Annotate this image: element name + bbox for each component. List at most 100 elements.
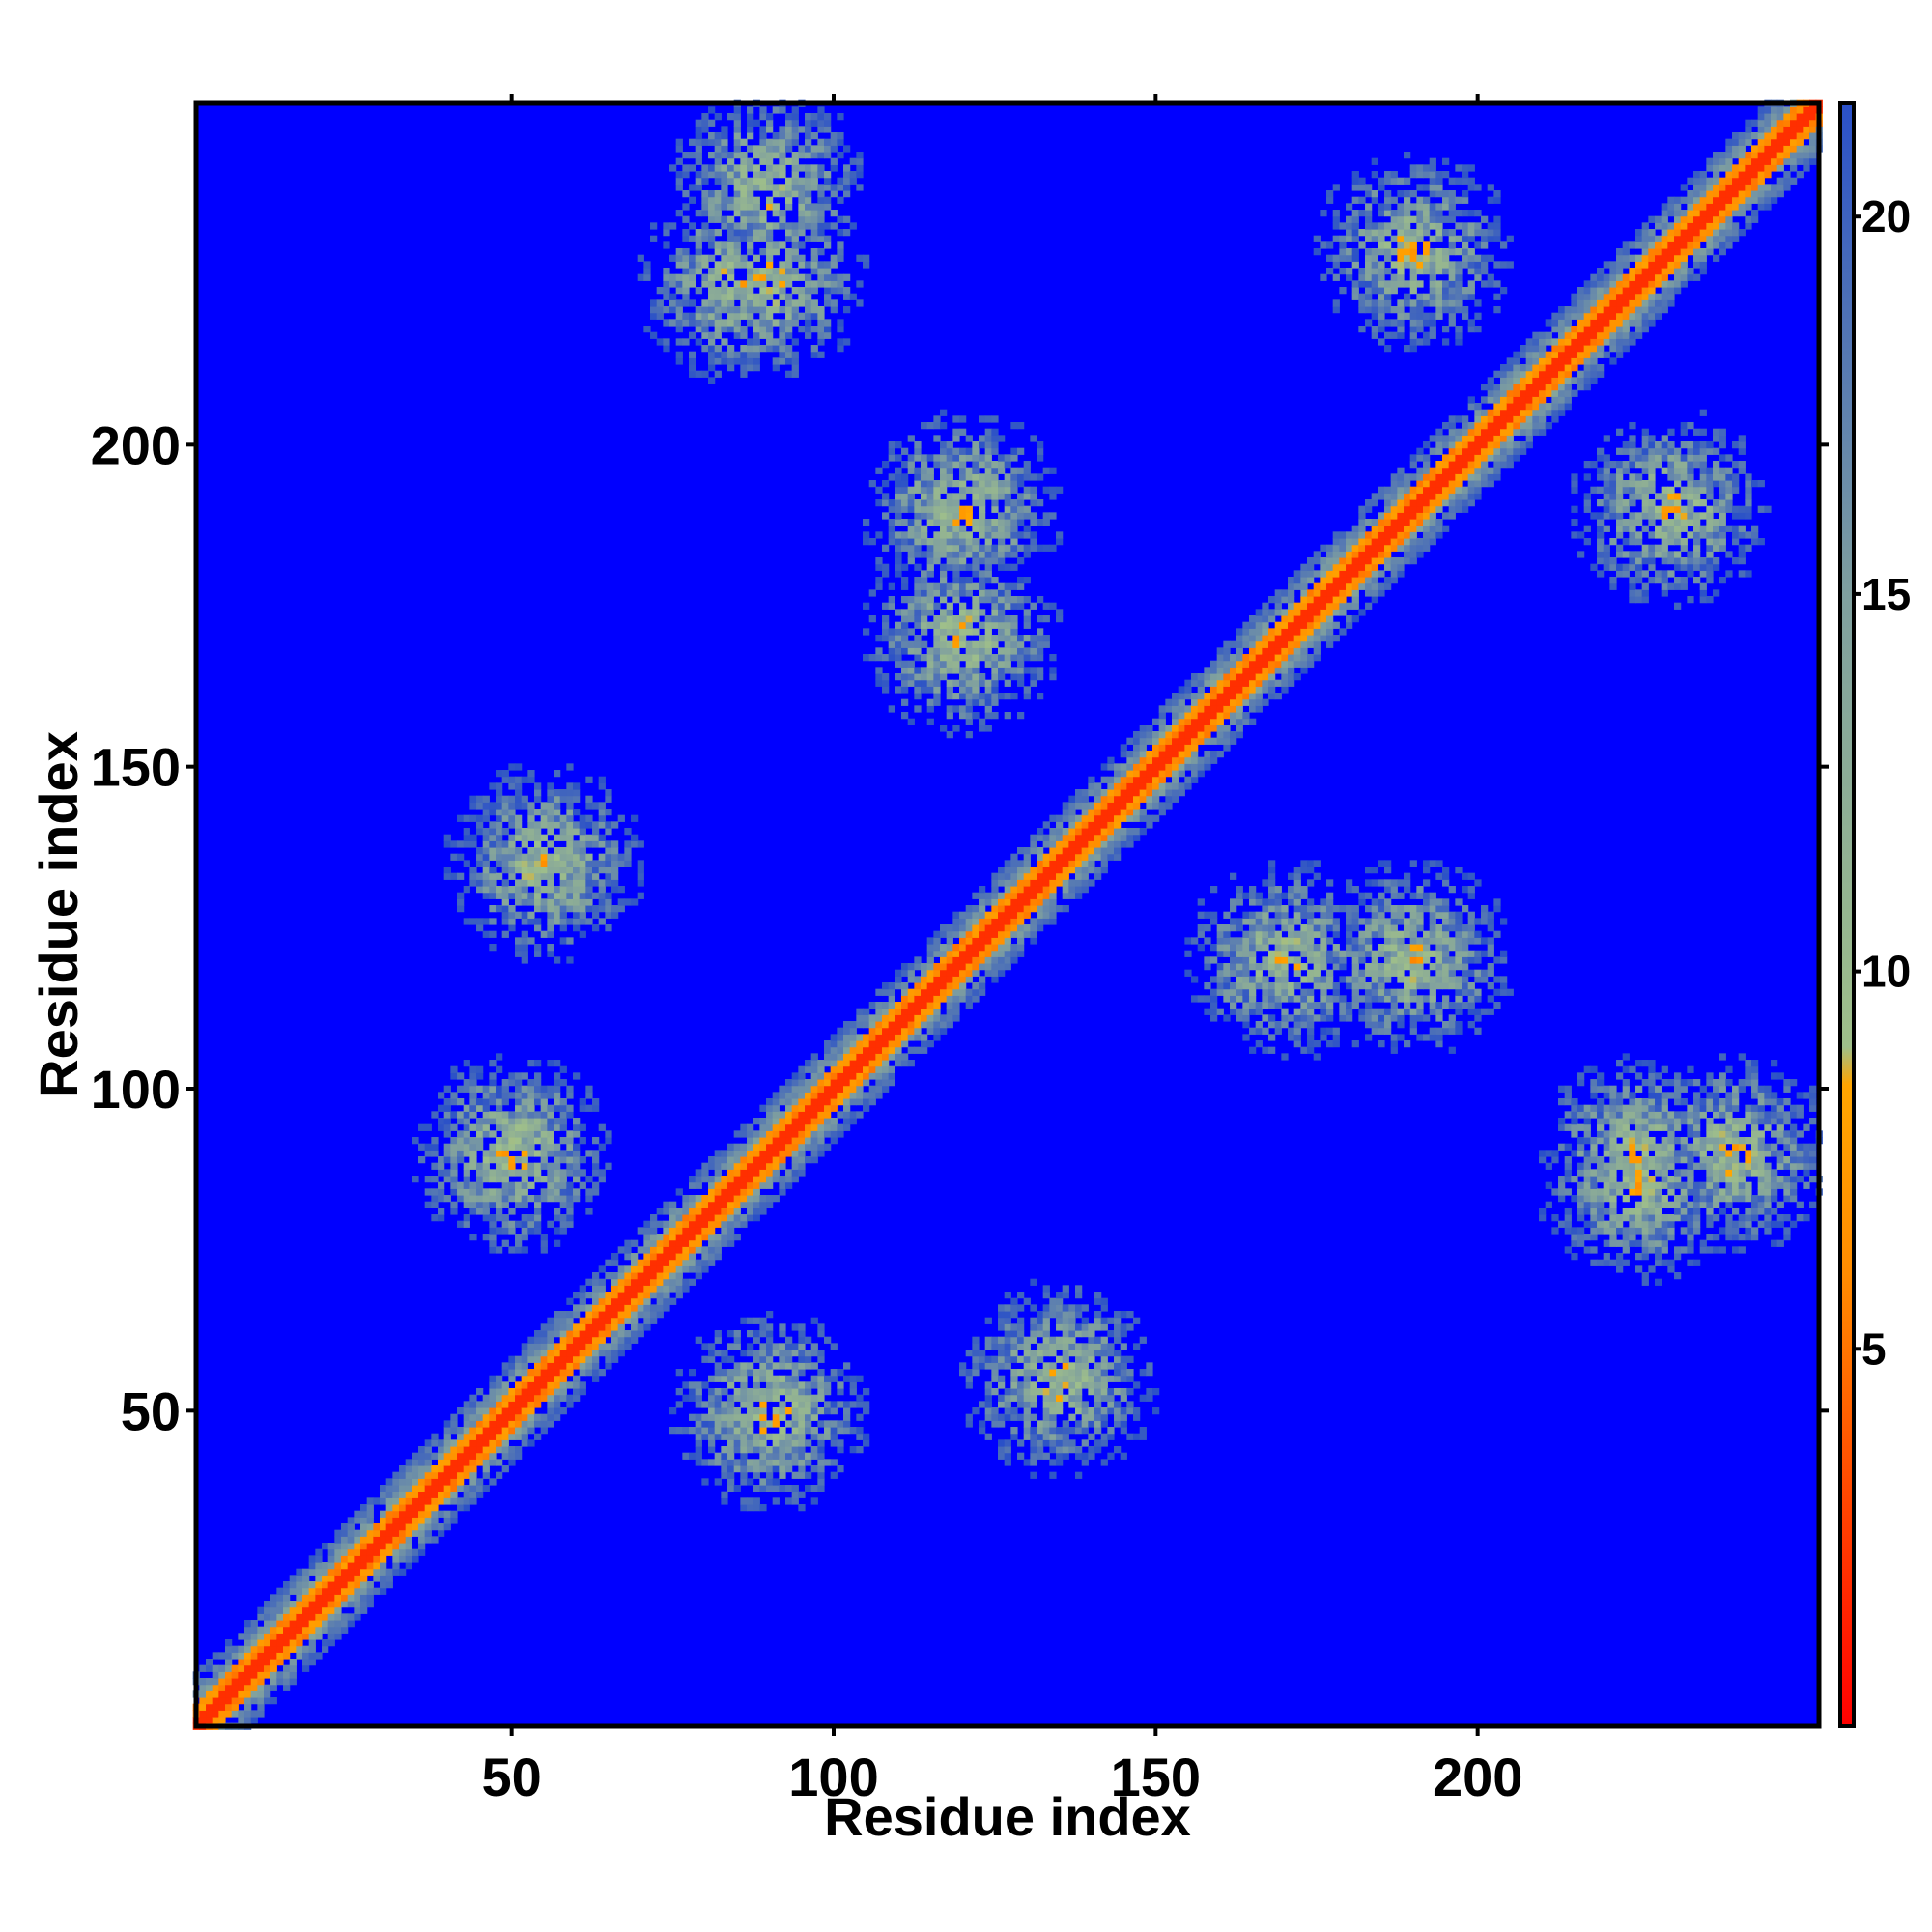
heatmap-cell xyxy=(689,1427,696,1435)
heatmap-cell xyxy=(515,892,523,899)
heatmap-cell xyxy=(979,911,986,919)
heatmap-cell xyxy=(521,1234,528,1241)
heatmap-cell xyxy=(354,1555,361,1563)
heatmap-cell xyxy=(791,248,799,256)
heatmap-cell xyxy=(972,628,980,636)
heatmap-cell xyxy=(554,814,561,822)
heatmap-cell xyxy=(695,1433,702,1440)
heatmap-cell xyxy=(695,1181,702,1189)
heatmap-cell xyxy=(283,1671,291,1679)
heatmap-cell xyxy=(921,982,928,990)
heatmap-cell xyxy=(926,679,934,687)
heatmap-cell xyxy=(714,1188,722,1196)
heatmap-cell xyxy=(469,1427,477,1435)
heatmap-cell xyxy=(759,215,767,223)
heatmap-cell xyxy=(573,872,581,880)
heatmap-cell xyxy=(984,698,992,706)
heatmap-cell xyxy=(650,299,658,307)
heatmap-cell xyxy=(991,963,999,971)
heatmap-cell xyxy=(779,1427,786,1435)
heatmap-cell xyxy=(527,892,535,899)
heatmap-cell xyxy=(669,222,677,230)
heatmap-cell xyxy=(766,1162,774,1170)
heatmap-cell xyxy=(727,1201,735,1208)
heatmap-cell xyxy=(824,1407,832,1415)
heatmap-cell xyxy=(766,1130,774,1138)
heatmap-cell xyxy=(554,795,561,803)
heatmap-cell xyxy=(733,235,741,242)
heatmap-cell xyxy=(733,261,741,269)
heatmap-cell xyxy=(708,280,716,288)
heatmap-cell xyxy=(598,840,606,848)
heatmap-cell xyxy=(1023,898,1031,906)
heatmap-cell xyxy=(766,1169,774,1177)
heatmap-cell xyxy=(501,1369,509,1377)
heatmap-cell xyxy=(689,1181,696,1189)
heatmap-cell xyxy=(965,905,973,913)
heatmap-cell xyxy=(341,1626,349,1634)
heatmap-cell xyxy=(810,299,818,307)
heatmap-cell xyxy=(972,525,980,532)
heatmap-cell xyxy=(315,1652,323,1660)
heatmap-cell xyxy=(837,1060,844,1067)
heatmap-cell xyxy=(733,138,741,146)
heatmap-cell xyxy=(225,1645,233,1653)
heatmap-cell xyxy=(810,1413,818,1421)
heatmap-cell xyxy=(341,1587,349,1595)
heatmap-cell xyxy=(779,126,786,133)
heatmap-cell xyxy=(779,1343,786,1350)
heatmap-cell xyxy=(689,1413,696,1421)
heatmap-cell xyxy=(753,196,760,204)
heatmap-cell xyxy=(689,1234,696,1241)
heatmap-cell xyxy=(695,1394,702,1402)
heatmap-cell xyxy=(817,222,825,230)
heatmap-cell xyxy=(675,157,683,165)
heatmap-cell xyxy=(856,1060,864,1067)
heatmap-cell xyxy=(592,1297,600,1305)
heatmap-cell xyxy=(791,254,799,262)
heatmap-cell xyxy=(791,1123,799,1131)
heatmap-cell xyxy=(675,1265,683,1273)
heatmap-cell xyxy=(991,918,999,925)
heatmap-cell xyxy=(984,519,992,526)
heatmap-cell xyxy=(733,196,741,204)
heatmap-cell xyxy=(1023,1394,1031,1402)
heatmap-cell xyxy=(566,867,574,874)
heatmap-cell xyxy=(805,326,812,333)
heatmap-cell xyxy=(476,1201,484,1208)
heatmap-cell xyxy=(663,1285,670,1293)
heatmap-cell xyxy=(244,1710,252,1718)
heatmap-cell xyxy=(946,995,953,1003)
heatmap-cell xyxy=(805,299,812,307)
heatmap-cell xyxy=(805,319,812,327)
heatmap-cell xyxy=(837,1446,844,1454)
heatmap-cell xyxy=(450,1162,458,1170)
heatmap-cell xyxy=(315,1548,323,1556)
heatmap-cell xyxy=(727,351,735,358)
heatmap-cell xyxy=(946,1021,953,1029)
heatmap-cell xyxy=(733,1330,741,1338)
heatmap-cell xyxy=(849,171,857,179)
heatmap-cell xyxy=(515,950,523,957)
heatmap-cell xyxy=(926,673,934,681)
heatmap-cell xyxy=(810,1079,818,1087)
heatmap-cell xyxy=(489,1156,497,1164)
heatmap-cell xyxy=(366,1504,374,1512)
heatmap-cell xyxy=(772,138,780,146)
heatmap-cell xyxy=(559,879,567,887)
heatmap-cell xyxy=(940,969,948,977)
heatmap-cell xyxy=(733,1208,741,1215)
heatmap-cell xyxy=(496,892,503,899)
heatmap-cell xyxy=(695,248,702,256)
heatmap-cell xyxy=(515,782,523,790)
heatmap-cell xyxy=(508,821,516,829)
heatmap-cell xyxy=(805,184,812,191)
heatmap-cell xyxy=(766,1137,774,1145)
heatmap-cell xyxy=(772,280,780,288)
heatmap-cell xyxy=(463,1465,470,1473)
heatmap-cell xyxy=(547,1381,554,1389)
heatmap-cell xyxy=(926,988,934,996)
heatmap-cell xyxy=(611,911,619,919)
heatmap-cell xyxy=(805,287,812,295)
heatmap-cell xyxy=(250,1678,258,1686)
